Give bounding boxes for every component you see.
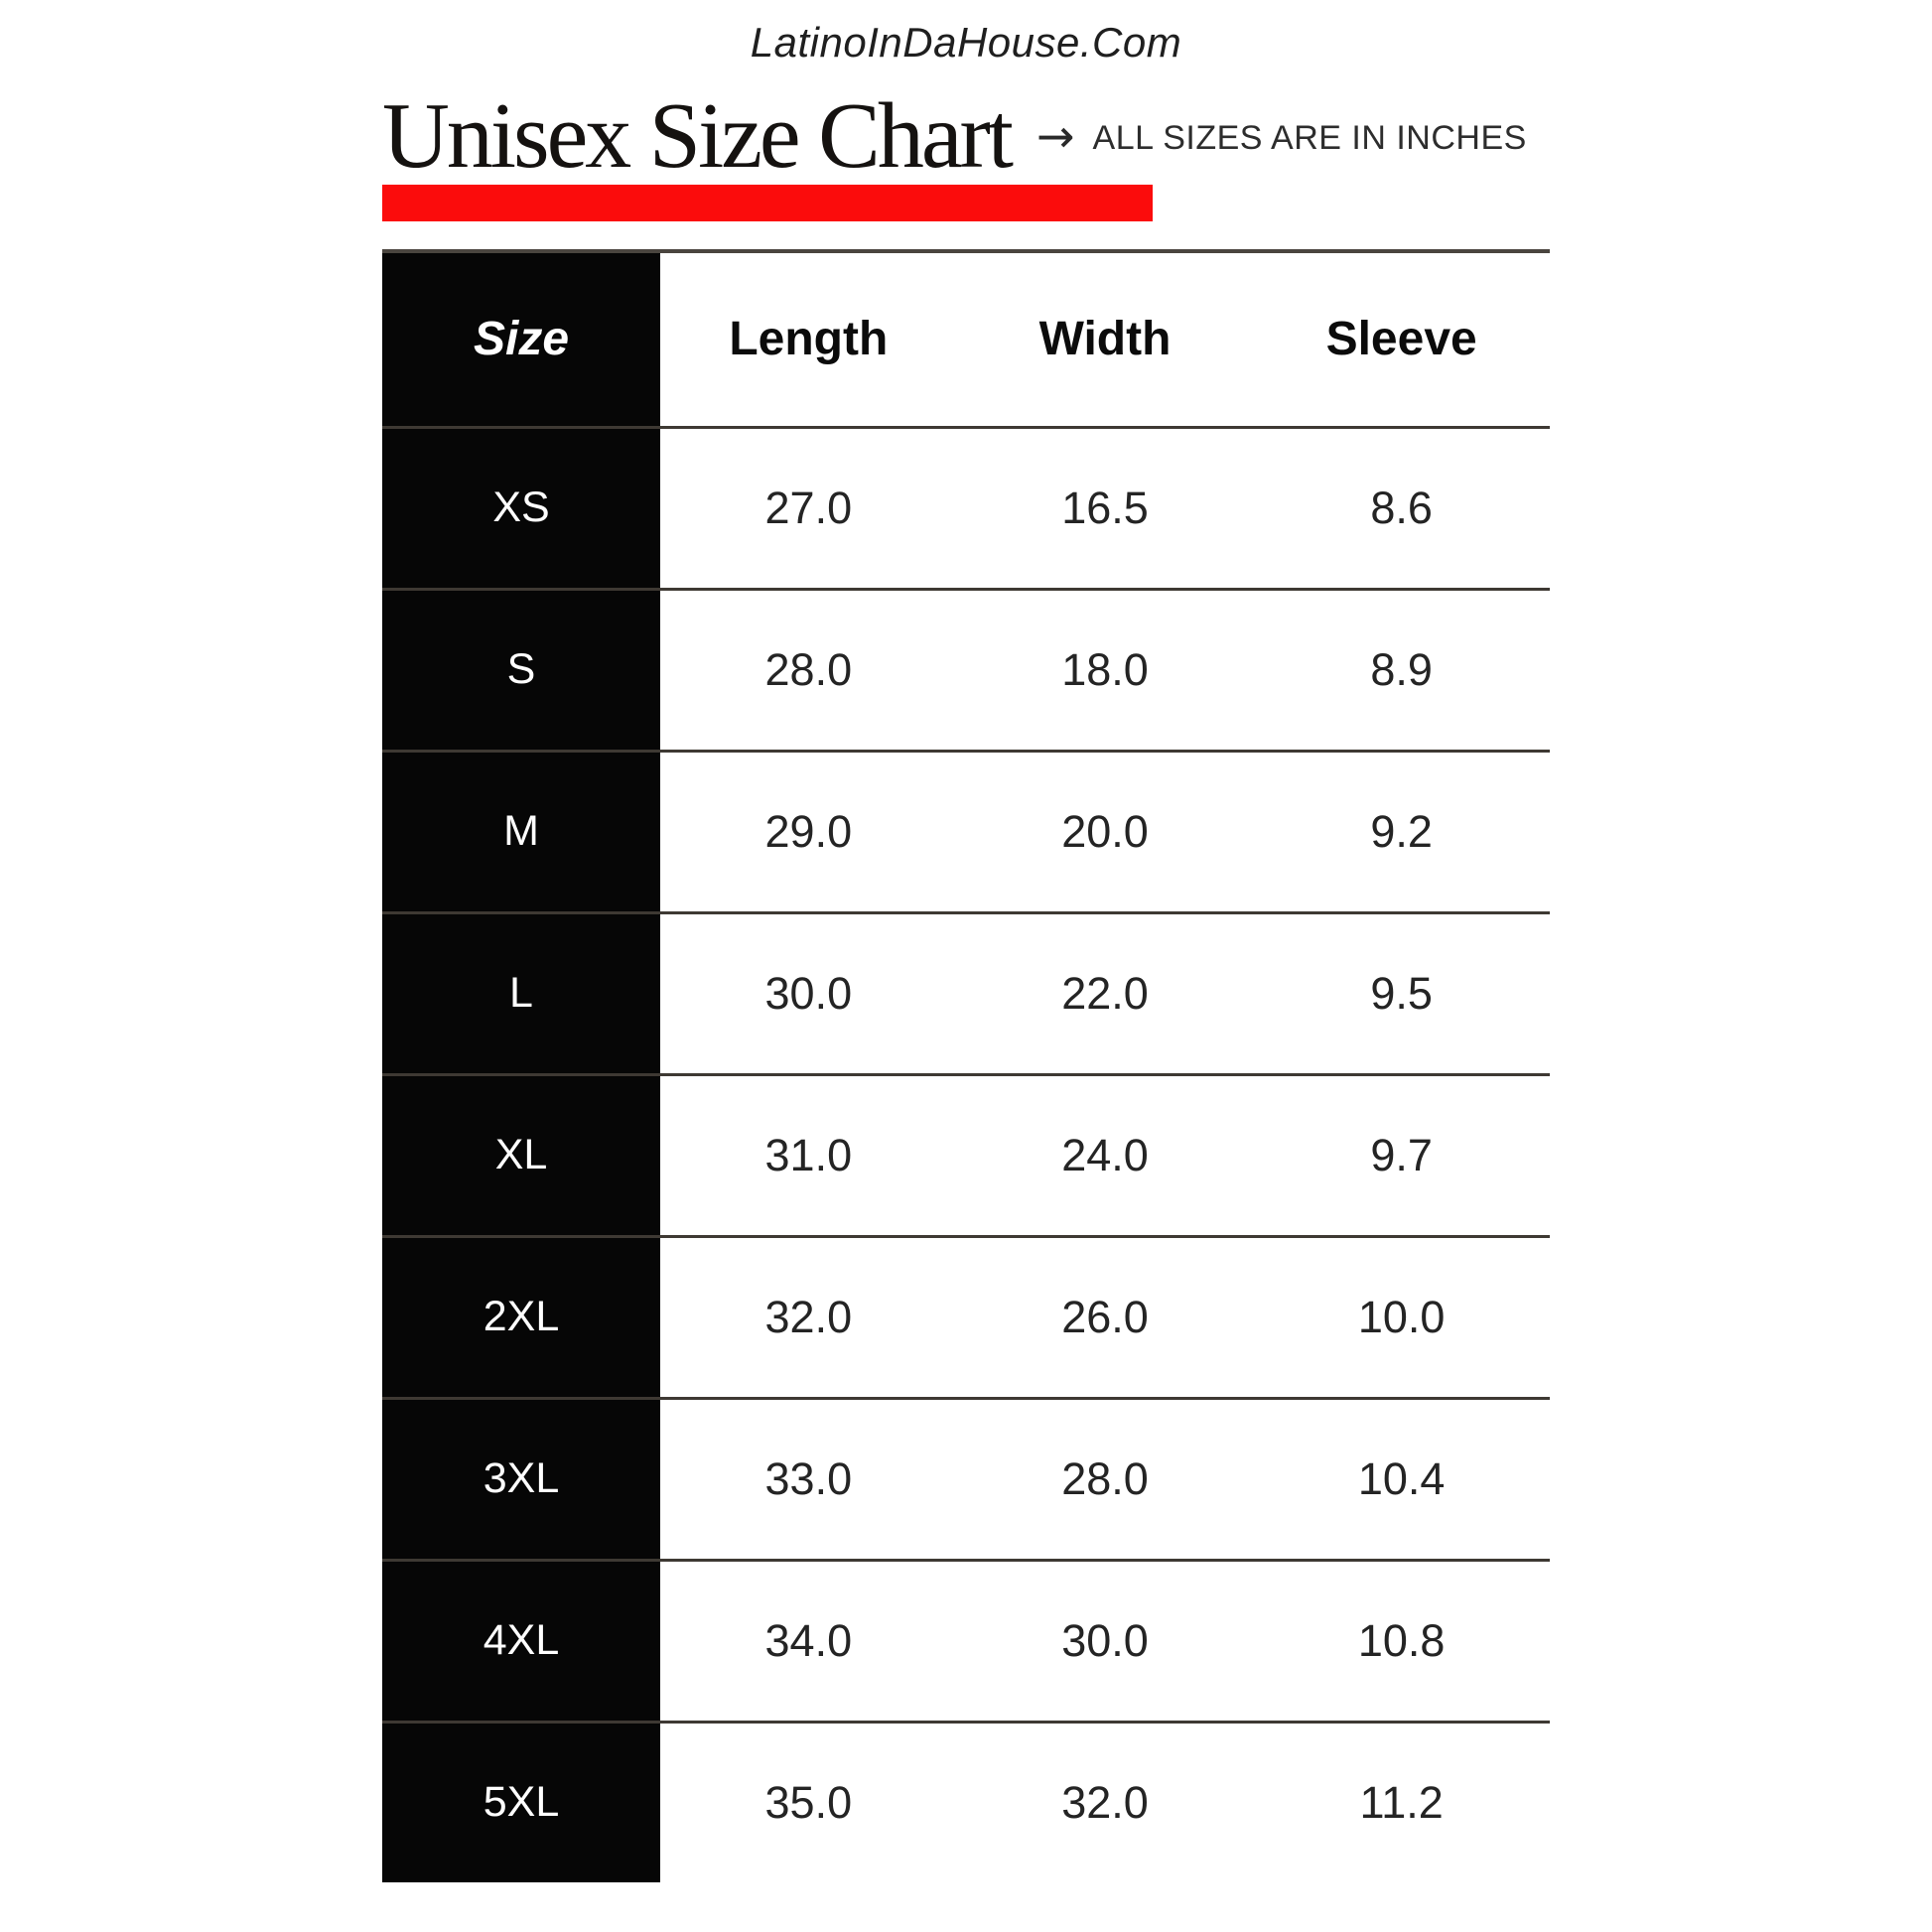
sleeve-cell: 10.4 [1357, 1452, 1446, 1504]
size-cell: 2XL [382, 1237, 660, 1397]
width-cell: 18.0 [1061, 643, 1149, 695]
sleeve-cell: 11.2 [1359, 1776, 1444, 1828]
page: LatinoInDaHouse.Com Unisex Size Chart → … [382, 0, 1550, 1882]
header-cell-length: Length [729, 313, 889, 366]
table-row: 5XL 35.0 32.0 11.2 [382, 1720, 1550, 1882]
length-cell: 33.0 [764, 1452, 853, 1504]
width-cell: 16.5 [1061, 482, 1149, 533]
table-row: XL 31.0 24.0 9.7 [382, 1072, 1550, 1235]
title-row: Unisex Size Chart → ALL SIZES ARE IN INC… [382, 83, 1550, 188]
table-row: M 29.0 20.0 9.2 [382, 749, 1550, 911]
width-cell: 26.0 [1061, 1291, 1149, 1342]
header-cell-size: Size [382, 252, 660, 426]
size-cell: S [382, 590, 660, 750]
site-name: LatinoInDaHouse.Com [750, 19, 1182, 66]
table-header-row: Size Length Width Sleeve [382, 252, 1550, 426]
size-cell: M [382, 752, 660, 911]
sleeve-cell: 9.5 [1370, 967, 1433, 1019]
width-cell: 28.0 [1061, 1452, 1149, 1504]
size-chart-table: Size Length Width Sleeve XS 27.0 16.5 8.… [382, 248, 1550, 1882]
width-cell: 24.0 [1061, 1129, 1149, 1180]
table-row: L 30.0 22.0 9.5 [382, 910, 1550, 1073]
sleeve-cell: 8.9 [1370, 643, 1433, 695]
length-cell: 28.0 [764, 643, 853, 695]
sleeve-cell: 8.6 [1370, 482, 1433, 533]
length-cell: 29.0 [764, 805, 853, 857]
length-cell: 30.0 [764, 967, 853, 1019]
size-cell: XL [382, 1075, 660, 1235]
table-row: 4XL 34.0 30.0 10.8 [382, 1558, 1550, 1721]
header-cell-width: Width [1038, 313, 1172, 366]
table-row: XS 27.0 16.5 8.6 [382, 425, 1550, 588]
size-cell: 4XL [382, 1561, 660, 1721]
table-body: XS 27.0 16.5 8.6 S 28.0 18.0 8.9 M 29.0 … [382, 425, 1550, 1882]
accent-bar [382, 184, 1153, 221]
header-cell-sleeve: Sleeve [1325, 313, 1477, 366]
sleeve-cell: 9.2 [1370, 805, 1433, 857]
right-arrow-icon: → [1035, 109, 1075, 164]
length-cell: 34.0 [764, 1614, 853, 1666]
sleeve-cell: 10.0 [1357, 1291, 1446, 1342]
length-cell: 35.0 [764, 1776, 853, 1828]
size-note: ALL SIZES ARE IN INCHES [1092, 118, 1527, 157]
width-cell: 32.0 [1061, 1776, 1149, 1828]
length-cell: 27.0 [764, 482, 853, 533]
length-cell: 32.0 [764, 1291, 853, 1342]
width-cell: 30.0 [1061, 1614, 1149, 1666]
size-cell: XS [382, 428, 660, 588]
table-row: S 28.0 18.0 8.9 [382, 587, 1550, 750]
table-row: 2XL 32.0 26.0 10.0 [382, 1234, 1550, 1397]
size-cell: 5XL [382, 1723, 660, 1882]
size-cell: L [382, 913, 660, 1073]
table-row: 3XL 33.0 28.0 10.4 [382, 1396, 1550, 1559]
width-cell: 20.0 [1061, 805, 1149, 857]
sleeve-cell: 9.7 [1370, 1129, 1433, 1180]
size-cell: 3XL [382, 1399, 660, 1559]
page-title: Unisex Size Chart [382, 83, 1014, 188]
sleeve-cell: 10.8 [1357, 1614, 1446, 1666]
length-cell: 31.0 [764, 1129, 853, 1180]
width-cell: 22.0 [1061, 967, 1149, 1019]
